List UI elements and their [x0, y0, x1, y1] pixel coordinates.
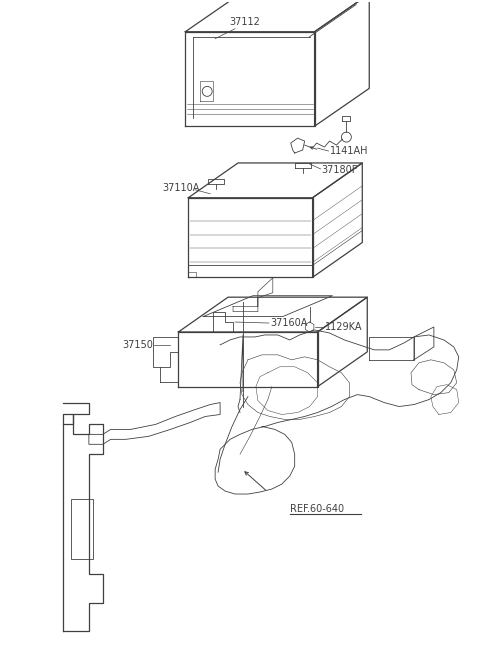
Text: 37112: 37112 — [229, 17, 261, 27]
Polygon shape — [291, 138, 305, 153]
Polygon shape — [213, 312, 233, 332]
Polygon shape — [314, 0, 369, 126]
Polygon shape — [160, 352, 179, 382]
Polygon shape — [188, 163, 362, 198]
Polygon shape — [185, 31, 314, 126]
Polygon shape — [179, 297, 367, 332]
Text: 37160A: 37160A — [270, 318, 307, 328]
Text: 37150: 37150 — [122, 340, 154, 350]
Polygon shape — [63, 415, 103, 631]
Text: REF.60-640: REF.60-640 — [290, 504, 344, 514]
Polygon shape — [312, 163, 362, 277]
Polygon shape — [414, 327, 434, 360]
Polygon shape — [188, 198, 312, 277]
Text: 1129KA: 1129KA — [324, 322, 362, 332]
Polygon shape — [318, 297, 367, 386]
Text: 37110A: 37110A — [162, 183, 200, 193]
Text: 37180F: 37180F — [322, 165, 358, 175]
Bar — [71, 499, 93, 559]
Polygon shape — [179, 332, 318, 386]
Polygon shape — [185, 0, 369, 31]
Polygon shape — [369, 337, 414, 360]
Polygon shape — [89, 403, 220, 444]
Text: 1141AH: 1141AH — [329, 146, 368, 156]
